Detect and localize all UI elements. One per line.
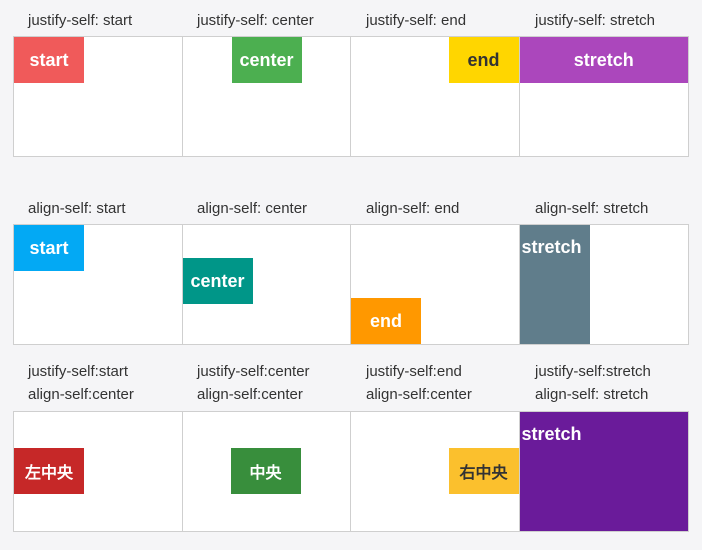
box-stretch-stretch: stretch (519, 412, 688, 531)
label-align-stretch: align-self: stretch (535, 200, 649, 217)
box-stretch: stretch (519, 225, 590, 344)
section-labels: justify-self:start align-self:center jus… (13, 360, 689, 406)
grid-cell: 右中央 (351, 412, 520, 531)
section-labels: align-self: start align-self: center ali… (13, 197, 689, 220)
label-stretch-stretch: justify-self:stretch align-self: stretch (520, 360, 689, 406)
box-left-center: 左中央 (14, 448, 84, 494)
label-line: justify-self:start (28, 363, 129, 380)
grid-cell: center (183, 37, 351, 156)
box-end: end (448, 37, 519, 83)
grid-cell: 左中央 (14, 412, 183, 531)
label-center-center: justify-self:center align-self:center (182, 360, 351, 406)
label-line: align-self:center (197, 386, 303, 403)
box-end: end (351, 298, 421, 344)
label-line: justify-self:stretch (535, 363, 651, 380)
label-justify-start: justify-self: start (28, 12, 133, 29)
grid-row: 左中央 中央 右中央 stretch (13, 411, 689, 532)
grid-cell: stretch (519, 412, 688, 531)
justify-self-section: justify-self: start justify-self: center… (13, 9, 689, 157)
box-start: start (14, 225, 84, 271)
grid-cell: stretch (519, 225, 689, 344)
label-left-center: justify-self:start align-self:center (13, 360, 182, 406)
label-align-start: align-self: start (28, 200, 126, 217)
box-start: start (14, 37, 84, 83)
grid-cell: 中央 (183, 412, 351, 531)
label-right-center: justify-self:end align-self:center (351, 360, 520, 406)
label-line: align-self: stretch (535, 386, 649, 403)
label-justify-end: justify-self: end (366, 12, 467, 29)
label-line: align-self:center (28, 386, 134, 403)
label-line: justify-self:end (366, 363, 462, 380)
grid-cell: start (14, 37, 183, 156)
align-self-section: align-self: start align-self: center ali… (13, 197, 689, 345)
label-line: align-self:center (366, 386, 472, 403)
label-line: justify-self:center (197, 363, 310, 380)
label-align-center: align-self: center (197, 200, 308, 217)
combined-section: justify-self:start align-self:center jus… (13, 360, 689, 532)
grid-cell: stretch (519, 37, 688, 156)
box-stretch: stretch (519, 37, 688, 83)
grid-cell: start (14, 225, 183, 344)
box-center-center: 中央 (230, 448, 301, 494)
label-align-end: align-self: end (366, 200, 460, 217)
grid-cell: end (351, 37, 520, 156)
grid-row: start center end stretch (13, 36, 689, 157)
label-justify-center: justify-self: center (197, 12, 314, 29)
grid-row: start center end stretch (13, 224, 689, 345)
box-right-center: 右中央 (448, 448, 519, 494)
box-center: center (182, 258, 253, 304)
grid-cell: center (182, 225, 351, 344)
grid-cell: end (351, 225, 520, 344)
label-justify-stretch: justify-self: stretch (535, 12, 656, 29)
box-center: center (231, 37, 302, 83)
section-labels: justify-self: start justify-self: center… (13, 9, 689, 32)
